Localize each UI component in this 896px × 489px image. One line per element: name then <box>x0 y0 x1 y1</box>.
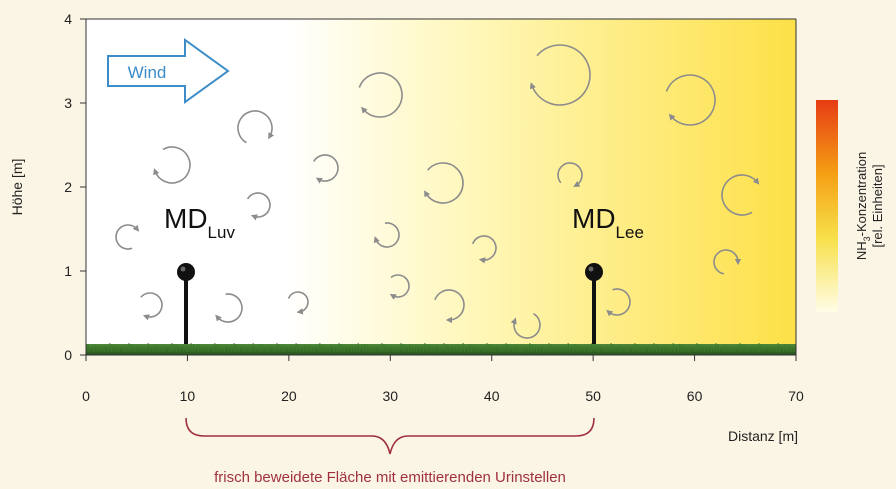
eddy-arrow-icon <box>373 222 400 248</box>
eddy-arrow-icon <box>434 289 465 324</box>
y-tick-label: 0 <box>64 347 72 363</box>
x-tick-label: 40 <box>484 388 500 404</box>
brace-label: frisch beweidete Fläche mit emittierende… <box>214 469 566 486</box>
eddy-arrow-icon <box>424 162 464 204</box>
eddy-arrow-icon <box>215 293 243 323</box>
eddy-arrow-icon <box>665 74 716 126</box>
legend-colorbar <box>816 100 838 312</box>
eddy-arrow-icon <box>313 154 339 184</box>
y-tick-label: 2 <box>64 179 72 195</box>
eddy-arrow-icon <box>510 313 541 339</box>
eddy-arrow-icon <box>246 192 271 221</box>
eddy-arrow-icon <box>529 44 591 106</box>
eddy-arrow-icon <box>287 291 309 315</box>
x-axis-label: Distanz [m] <box>728 428 798 444</box>
legend-title: NH3-Konzentration <box>854 152 872 260</box>
eddy-arrow-icon <box>471 235 497 264</box>
y-axis: 0 1 2 3 4 Höhe [m] <box>9 11 87 363</box>
eddy-arrow-icon <box>721 174 760 216</box>
eddy-arrow-icon <box>389 274 410 300</box>
x-tick-label: 30 <box>382 388 398 404</box>
eddy-arrow-icon <box>140 292 163 321</box>
sampler-lee: MDLee <box>572 203 644 344</box>
turbulence-eddies <box>115 44 760 339</box>
eddy-arrow-icon <box>115 224 140 250</box>
area-brace: frisch beweidete Fläche mit emittierende… <box>185 417 595 486</box>
eddy-arrow-icon <box>606 288 631 317</box>
x-tick-label: 0 <box>82 388 90 404</box>
x-tick-label: 60 <box>687 388 703 404</box>
eddy-arrow-icon <box>237 110 275 144</box>
eddy-arrow-icon <box>713 249 742 275</box>
eddy-arrow-icon <box>358 72 403 118</box>
x-tick-label: 10 <box>180 388 196 404</box>
legend-unit: [rel. Einheiten] <box>870 164 885 247</box>
x-tick-label: 70 <box>788 388 804 404</box>
y-axis-label: Höhe [m] <box>9 159 25 216</box>
y-tick-label: 1 <box>64 263 72 279</box>
x-tick-label: 20 <box>281 388 297 404</box>
grass-strip <box>85 342 796 355</box>
eddy-arrow-icon <box>153 146 191 184</box>
eddy-arrow-icon <box>557 162 583 187</box>
sampler-luv: MDLuv <box>164 203 235 344</box>
x-tick-label: 50 <box>585 388 601 404</box>
y-tick-label: 4 <box>64 11 72 27</box>
wind-arrow: Wind <box>107 38 230 104</box>
y-tick-label: 3 <box>64 95 72 111</box>
x-axis: 0 10 20 30 40 50 60 70 Distanz [m] <box>82 354 804 444</box>
sampler-lee-label: MDLee <box>572 203 644 242</box>
concentration-legend: NH3-Konzentration [rel. Einheiten] <box>816 100 885 312</box>
sampler-luv-label: MDLuv <box>164 203 235 242</box>
wind-label: Wind <box>128 63 167 82</box>
concentration-field <box>86 19 796 355</box>
